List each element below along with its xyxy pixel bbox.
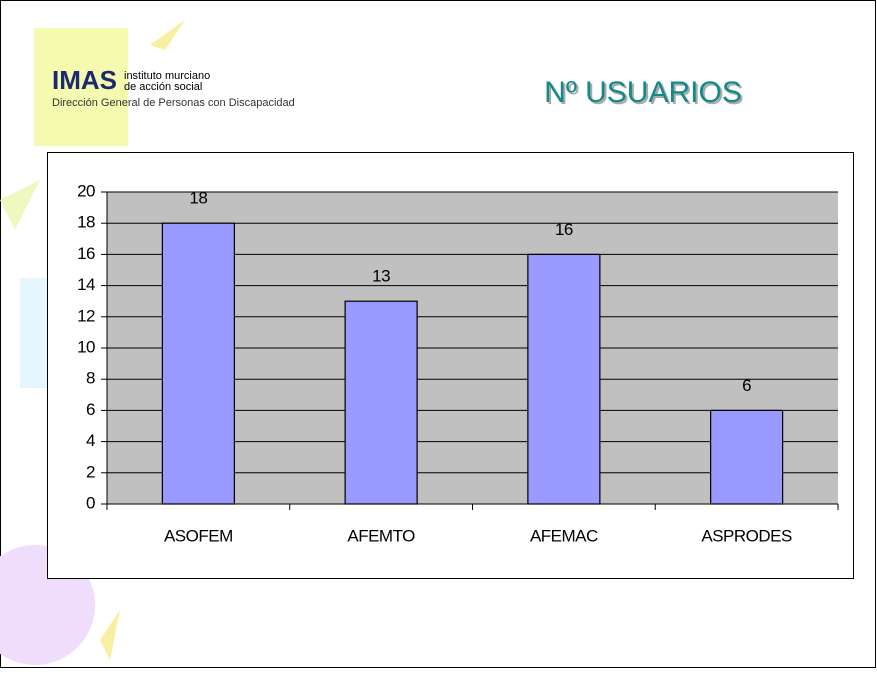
bar (161, 222, 235, 505)
x-tick-label: AFEMTO (347, 526, 415, 545)
x-tick-label: ASOFEM (164, 526, 233, 545)
data-label: 18 (189, 189, 207, 208)
y-tick-label: 6 (86, 400, 95, 419)
y-tick-label: 2 (86, 462, 95, 481)
logo-subtitle: Dirección General de Personas con Discap… (52, 97, 295, 109)
y-tick-label: 16 (77, 244, 95, 263)
x-tick-label: ASPRODES (701, 526, 792, 545)
title-shadow: Nº USUARIOS (546, 78, 744, 111)
data-label: 6 (742, 376, 751, 395)
data-label: 13 (372, 267, 390, 286)
y-tick-label: 8 (86, 369, 95, 388)
decor-ray (100, 610, 120, 660)
logo-brand: IMAS (52, 65, 117, 95)
decor-ray (150, 20, 185, 50)
decor-yellow (34, 28, 128, 146)
x-tick-label: AFEMAC (530, 526, 598, 545)
bar (710, 409, 784, 505)
y-tick-label: 14 (77, 275, 95, 294)
y-tick-label: 0 (86, 493, 95, 512)
bar (344, 300, 418, 505)
chart-title: Nº USUARIOS (544, 76, 742, 109)
y-tick-label: 20 (77, 181, 95, 200)
y-tick-label: 4 (86, 431, 95, 450)
bar (527, 253, 601, 505)
y-tick-label: 10 (77, 337, 95, 356)
decor-ray (0, 180, 40, 230)
logo-line: de acción social (124, 81, 202, 93)
data-label: 16 (555, 220, 573, 239)
y-tick-label: 18 (77, 213, 95, 232)
logo-line: instituto murciano (124, 70, 210, 82)
y-tick-label: 12 (77, 306, 95, 325)
